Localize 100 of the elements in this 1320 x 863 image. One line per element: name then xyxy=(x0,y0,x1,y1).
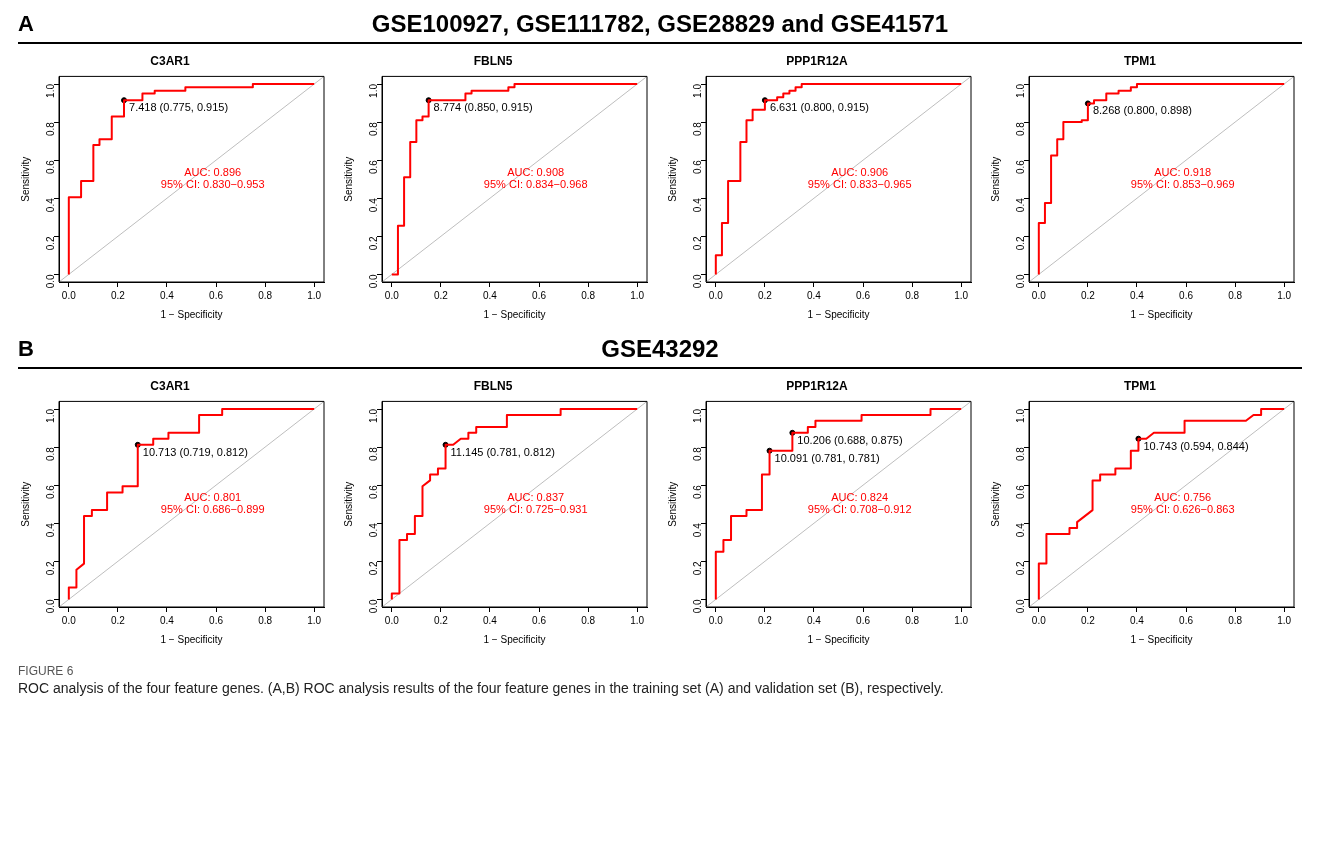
x-tick-label: 0.6 xyxy=(1179,614,1194,626)
x-tick-label: 0.4 xyxy=(483,289,498,301)
x-tick-label: 1.0 xyxy=(1277,614,1292,626)
y-tick-label: 0.0 xyxy=(1014,273,1026,289)
x-tick-label: 0.2 xyxy=(757,614,772,626)
text: B xyxy=(18,336,35,362)
x-tick-label: 0.4 xyxy=(160,614,175,626)
y-tick-label: 0.0 xyxy=(368,273,380,289)
annotation: 95% CI: 0.686−0.899 xyxy=(160,503,265,516)
y-tick-label: 0.6 xyxy=(44,159,56,175)
x-axis-title: 1 − Specificity xyxy=(160,308,223,320)
y-axis-title: Sensitivity xyxy=(19,156,31,202)
y-tick-label: 0.4 xyxy=(44,197,56,213)
annotation: AUC: 0.896 xyxy=(184,166,242,179)
annotation: 10.743 (0.594, 0.844) xyxy=(1143,439,1249,452)
text: FIGURE 6 xyxy=(18,664,75,678)
chart-title: TPM1 xyxy=(1123,378,1157,393)
x-tick-label: 0.4 xyxy=(483,614,498,626)
y-tick-label: 0.0 xyxy=(691,598,703,614)
x-tick-label: 0.2 xyxy=(757,289,772,301)
x-axis-title: 1 − Specificity xyxy=(807,308,870,320)
y-tick-label: 0.0 xyxy=(44,598,56,614)
y-tick-label: 0.2 xyxy=(691,235,703,251)
text: ROC analysis of the four feature genes. (A,B) ROC analysis results of the four feature genes in the training set (A) and validation set (B), respectively. xyxy=(18,680,945,696)
annotation: AUC: 0.801 xyxy=(184,491,242,504)
text: GSE100927, GSE111782, GSE28829 and GSE41571 xyxy=(370,10,950,38)
annotation: AUC: 0.824 xyxy=(830,491,888,504)
annotation: AUC: 0.837 xyxy=(507,491,565,504)
chart-title: FBLN5 xyxy=(473,378,513,393)
x-tick-label: 0.0 xyxy=(61,289,77,301)
y-tick-label: 0.6 xyxy=(1014,159,1026,175)
x-tick-label: 0.8 xyxy=(1228,614,1243,626)
x-tick-label: 0.6 xyxy=(532,289,547,301)
y-axis-title: Sensitivity xyxy=(989,481,1001,527)
y-tick-label: 1.0 xyxy=(44,408,56,423)
x-tick-label: 0.6 xyxy=(209,289,224,301)
y-axis-title: Sensitivity xyxy=(343,156,355,202)
y-tick-label: 0.2 xyxy=(368,560,380,576)
x-tick-label: 0.4 xyxy=(806,614,822,626)
annotation: 8.268 (0.800, 0.898) xyxy=(1092,104,1192,117)
y-tick-label: 0.4 xyxy=(1014,197,1026,213)
annotation: 10.091 (0.781, 0.781) xyxy=(774,451,880,464)
y-axis-title: Sensitivity xyxy=(19,481,31,527)
x-tick-label: 0.4 xyxy=(160,289,175,301)
y-tick-label: 0.6 xyxy=(44,484,56,500)
x-tick-label: 0.2 xyxy=(110,614,126,626)
chart-title: PPP1R12A xyxy=(785,378,848,393)
x-tick-label: 0.4 xyxy=(806,289,822,301)
x-axis-title: 1 − Specificity xyxy=(1130,308,1193,320)
annotation: 6.631 (0.800, 0.915) xyxy=(769,101,869,114)
y-tick-label: 0.6 xyxy=(691,484,703,500)
annotation: AUC: 0.756 xyxy=(1154,491,1212,504)
y-tick-label: 0.4 xyxy=(691,522,703,538)
x-axis-title: 1 − Specificity xyxy=(483,308,546,320)
y-tick-label: 1.0 xyxy=(44,83,56,98)
text: A xyxy=(18,11,35,37)
y-axis-title: Sensitivity xyxy=(666,156,678,202)
y-tick-label: 0.4 xyxy=(691,197,703,213)
y-tick-label: 0.2 xyxy=(691,560,703,576)
y-tick-label: 0.6 xyxy=(368,484,380,500)
annotation: 95% CI: 0.833−0.965 xyxy=(807,178,912,191)
annotation: 7.418 (0.775, 0.915) xyxy=(129,101,229,114)
x-tick-label: 0.4 xyxy=(1129,289,1145,301)
y-tick-label: 0.8 xyxy=(368,121,380,136)
x-tick-label: 0.8 xyxy=(581,614,596,626)
x-tick-label: 0.0 xyxy=(708,614,723,626)
annotation: AUC: 0.918 xyxy=(1154,166,1212,179)
x-axis-title: 1 − Specificity xyxy=(483,633,546,645)
y-tick-label: 0.0 xyxy=(44,273,56,289)
annotation: 95% CI: 0.708−0.912 xyxy=(807,503,912,516)
y-tick-label: 1.0 xyxy=(368,83,380,98)
y-tick-label: 1.0 xyxy=(1014,83,1026,98)
y-tick-label: 0.0 xyxy=(691,273,703,289)
chart-title: FBLN5 xyxy=(473,53,513,68)
x-tick-label: 0.2 xyxy=(434,614,449,626)
y-tick-label: 0.2 xyxy=(1014,560,1026,576)
y-axis-title: Sensitivity xyxy=(343,481,355,527)
y-tick-label: 1.0 xyxy=(691,408,703,423)
annotation: 95% CI: 0.626−0.863 xyxy=(1130,503,1235,516)
y-tick-label: 0.4 xyxy=(368,522,380,538)
x-tick-label: 0.2 xyxy=(434,289,449,301)
y-tick-label: 0.4 xyxy=(1014,522,1026,538)
x-tick-label: 1.0 xyxy=(630,614,645,626)
x-tick-label: 0.8 xyxy=(904,289,920,301)
y-tick-label: 0.8 xyxy=(691,121,703,136)
annotation: 95% CI: 0.830−0.953 xyxy=(160,178,265,191)
x-tick-label: 0.6 xyxy=(1179,289,1194,301)
y-tick-label: 0.2 xyxy=(44,235,56,251)
x-tick-label: 0.0 xyxy=(385,614,400,626)
annotation: 10.206 (0.688, 0.875) xyxy=(797,433,903,446)
y-tick-label: 0.8 xyxy=(368,446,380,461)
y-tick-label: 0.2 xyxy=(368,235,380,251)
x-tick-label: 0.8 xyxy=(904,614,920,626)
x-tick-label: 0.6 xyxy=(855,289,871,301)
annotation: 95% CI: 0.725−0.931 xyxy=(484,503,588,516)
annotation: 11.145 (0.781, 0.812) xyxy=(450,445,556,458)
y-tick-label: 0.4 xyxy=(368,197,380,213)
x-tick-label: 0.8 xyxy=(581,289,596,301)
y-tick-label: 0.8 xyxy=(691,446,703,461)
annotation: 95% CI: 0.834−0.968 xyxy=(484,178,588,191)
